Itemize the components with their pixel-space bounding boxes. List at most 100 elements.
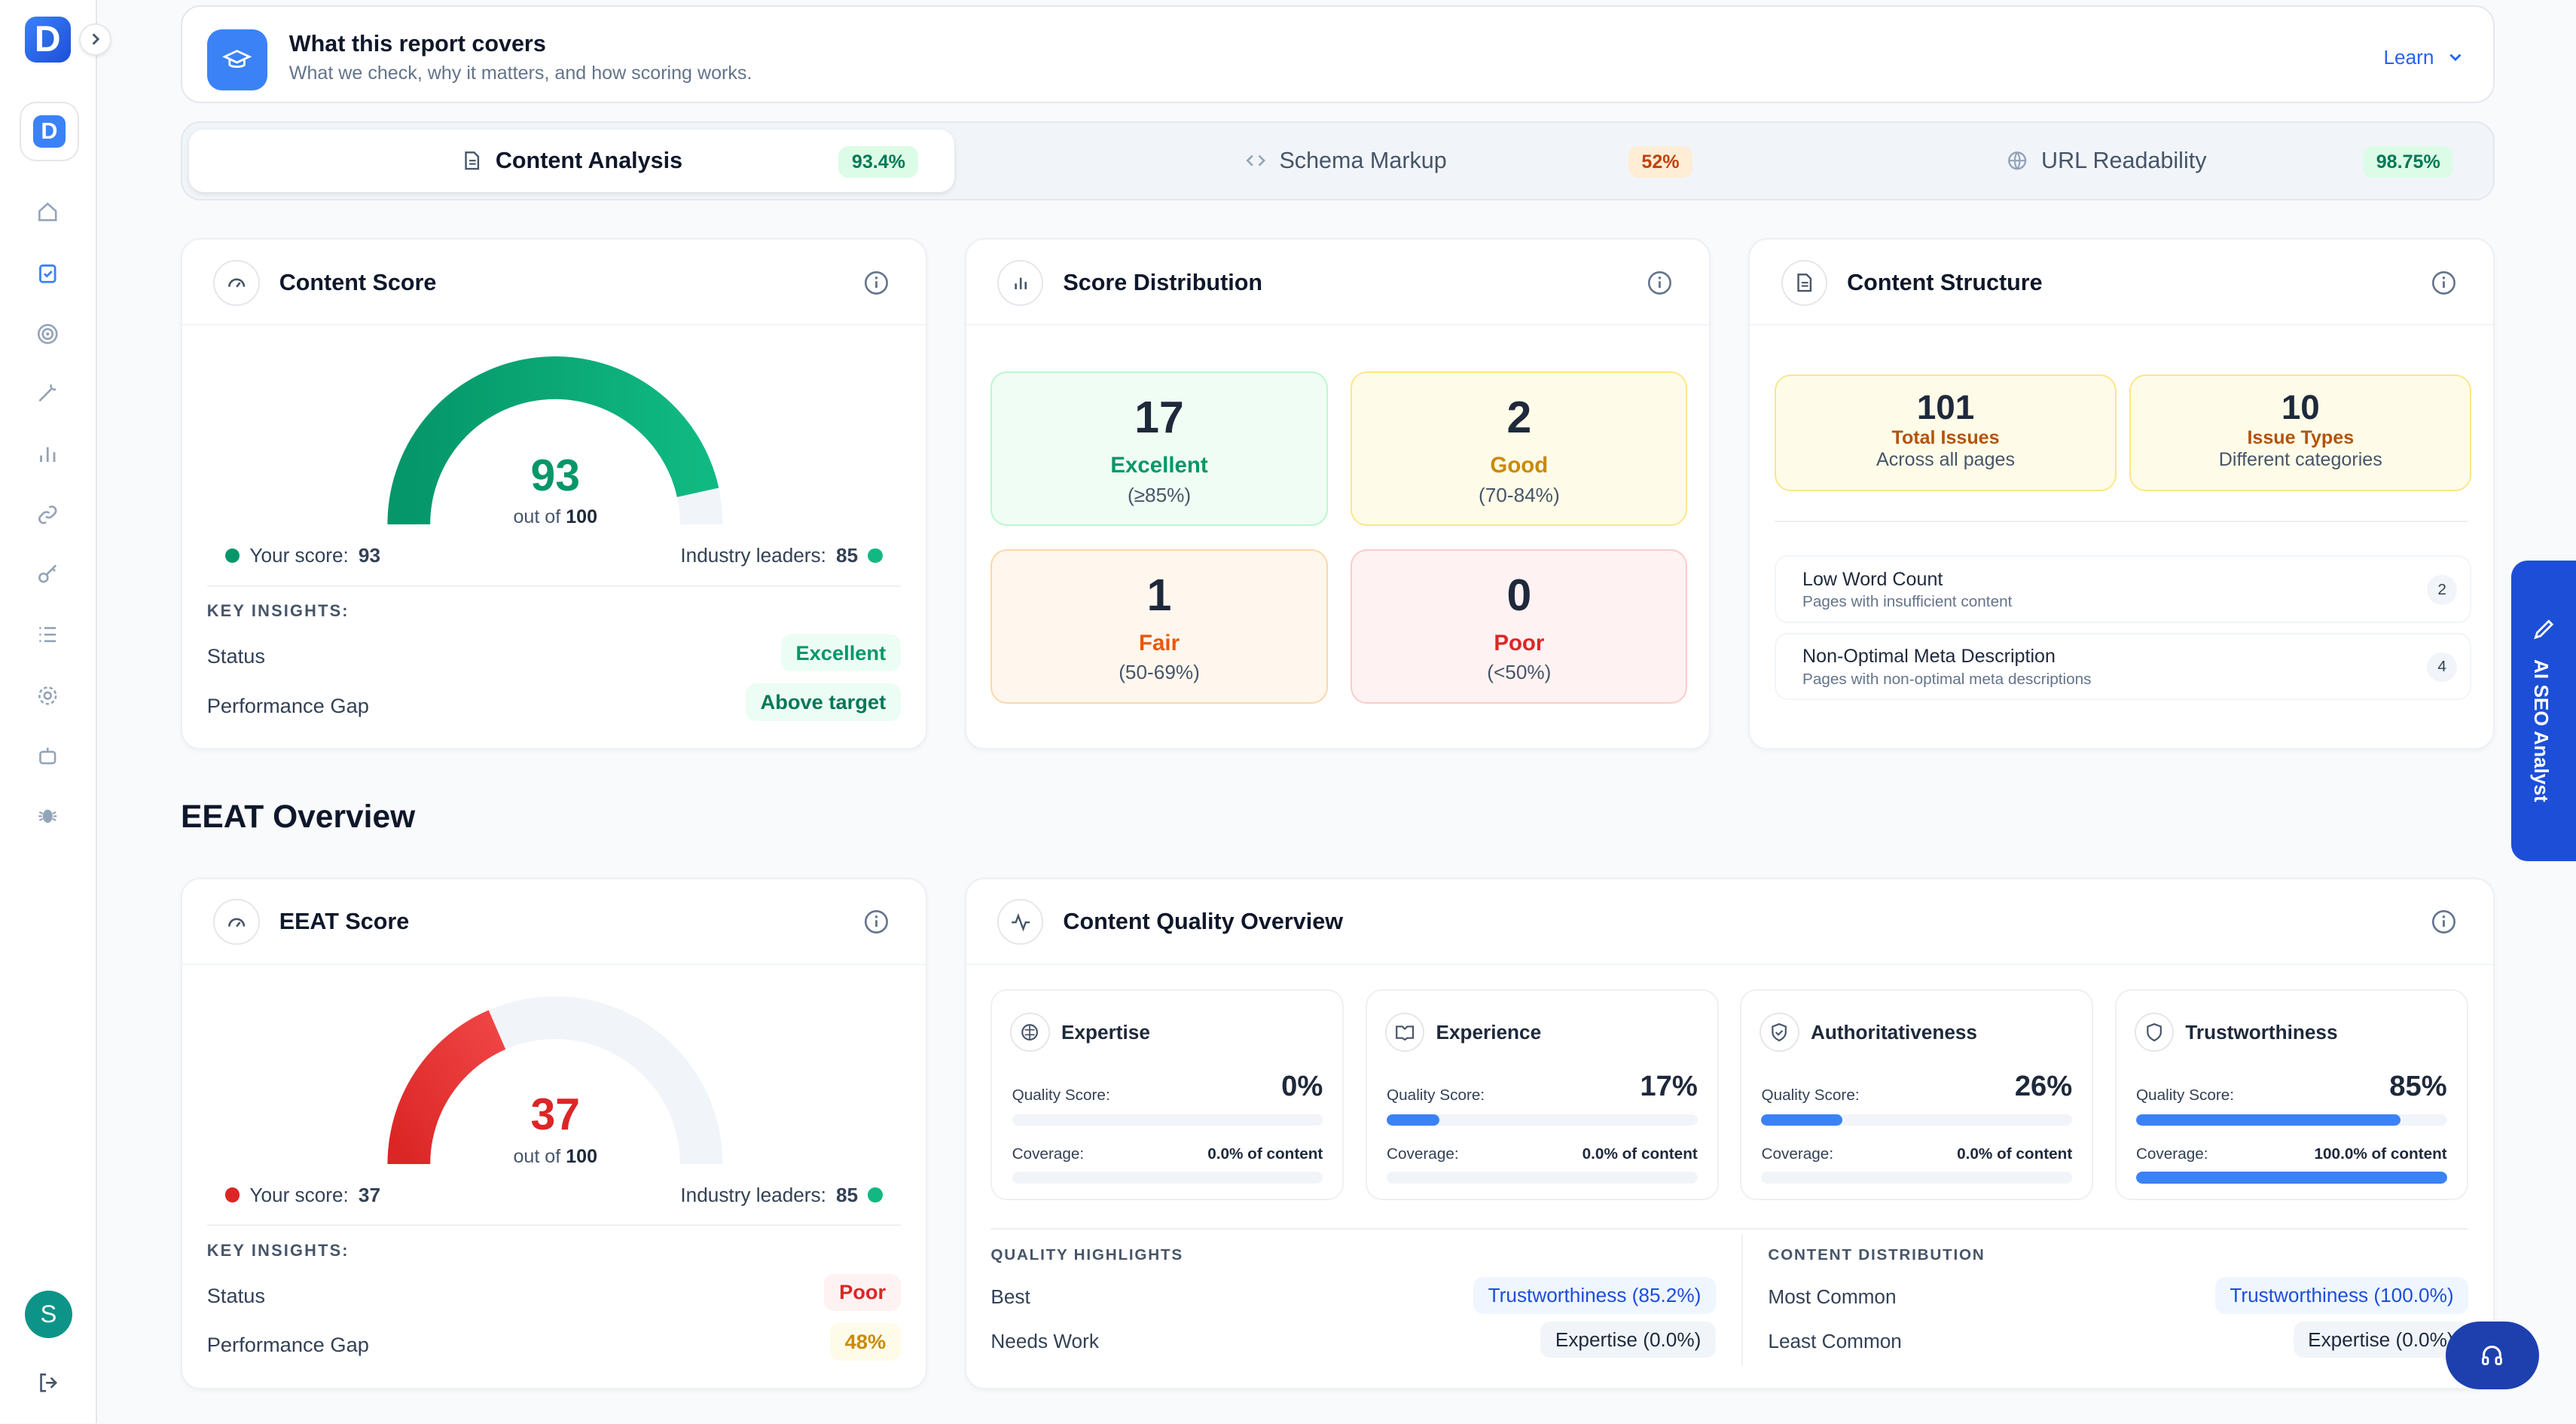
industry-leaders-legend: Industry leaders: 85 <box>680 544 883 567</box>
bot-icon[interactable] <box>33 741 63 771</box>
chevron-right-icon <box>92 33 99 45</box>
best-label: Best <box>990 1285 1030 1308</box>
total-issues-stat: 101 Total Issues Across all pages <box>1775 374 2117 492</box>
score-dot <box>224 1187 240 1203</box>
chevron-down-icon <box>2449 54 2462 62</box>
needs-work-badge: Expertise (0.0%) <box>1540 1321 1716 1358</box>
content-quality-card: Content Quality Overview Expertise Qualit… <box>964 878 2495 1389</box>
banner-title: What this report covers <box>288 31 546 57</box>
industry-leaders-legend: Industry leaders: 85 <box>680 1184 883 1207</box>
quality-bar-fill <box>1761 1114 1842 1126</box>
section-heading: EEAT Overview <box>180 799 416 836</box>
excellent-count-box: 17 Excellent (≥85%) <box>990 371 1328 526</box>
most-common-label: Most Common <box>1768 1285 1897 1308</box>
file-text-icon <box>1781 259 1827 306</box>
headphones-icon <box>2482 1346 2503 1366</box>
industry-dot <box>868 548 883 564</box>
tab-schema-markup[interactable]: Schema Markup 52% <box>963 130 1729 192</box>
sidebar-toggle-button[interactable] <box>78 23 112 57</box>
score-dot <box>224 548 240 564</box>
tab-score-badge: 98.75% <box>2363 145 2454 179</box>
info-icon[interactable] <box>2431 270 2457 296</box>
shield-check-icon <box>1760 1012 1799 1052</box>
key-insights-label: KEY INSIGHTS: <box>206 1241 349 1261</box>
app-logo[interactable]: D <box>24 16 71 63</box>
info-icon[interactable] <box>863 270 890 296</box>
authoritativeness-card: Authoritativeness Quality Score: 26% Cover… <box>1740 989 2094 1200</box>
performance-gap-row: Performance Gap 48% <box>207 1323 901 1361</box>
sidebar: D D S <box>0 0 112 1424</box>
key-insights-label: KEY INSIGHTS: <box>206 601 349 621</box>
support-button[interactable] <box>2445 1322 2539 1389</box>
tab-label: Schema Markup <box>1279 148 1447 174</box>
list-icon[interactable] <box>33 620 63 649</box>
least-common-badge: Expertise (0.0%) <box>2293 1321 2469 1358</box>
poor-count-box: 0 Poor (<50%) <box>1351 549 1688 704</box>
tab-url-readability[interactable]: URL Readability 98.75% <box>1724 130 2490 192</box>
settings-icon[interactable] <box>33 680 63 710</box>
workspace-badge: D <box>32 115 66 148</box>
document-icon <box>461 150 482 171</box>
card-title: Content Quality Overview <box>1063 909 1343 935</box>
gap-badge: Above target <box>745 683 901 721</box>
content-score-card: Content Score 93 out of 100 Your score: 9… <box>180 238 927 750</box>
card-title: Score Distribution <box>1063 269 1263 295</box>
link-icon[interactable] <box>33 500 63 529</box>
issue-row[interactable]: Non-Optimal Meta Description Pages with n… <box>1775 632 2472 701</box>
logout-icon[interactable] <box>33 1367 63 1397</box>
status-row: Status Poor <box>207 1273 901 1312</box>
quality-bar-fill <box>2135 1114 2401 1126</box>
status-badge: Poor <box>824 1273 901 1312</box>
coverage-bar-fill <box>2135 1172 2447 1184</box>
magic-wand-icon[interactable] <box>33 378 63 408</box>
info-icon[interactable] <box>863 909 890 935</box>
gauge-icon <box>213 899 260 946</box>
key-icon[interactable] <box>33 559 63 588</box>
score-value: 93 <box>530 451 580 500</box>
info-icon[interactable] <box>1647 270 1673 296</box>
book-open-icon <box>1384 1012 1425 1052</box>
bar-chart-icon <box>997 259 1044 306</box>
your-score-legend: Your score: 37 <box>224 1184 380 1207</box>
score-distribution-card: Score Distribution 17 Excellent (≥85%) 2 Go… <box>964 238 1711 750</box>
expertise-card: Expertise Quality Score: 0% Coverage: 0.0% … <box>990 989 1344 1200</box>
quality-highlights-label: QUALITY HIGHLIGHTS <box>990 1245 1183 1264</box>
tab-content-analysis[interactable]: Content Analysis 93.4% <box>188 130 955 193</box>
bug-icon[interactable] <box>33 801 63 830</box>
card-title: Content Score <box>279 269 437 295</box>
bar-chart-icon[interactable] <box>33 439 63 469</box>
issue-count-badge: 2 <box>2427 575 2457 605</box>
target-icon[interactable] <box>33 319 63 348</box>
good-count-box: 2 Good (70-84%) <box>1351 371 1688 526</box>
quality-bar-fill <box>1387 1114 1440 1126</box>
issue-row[interactable]: Low Word Count Pages with insufficient co… <box>1775 555 2472 623</box>
home-icon[interactable] <box>33 197 63 227</box>
status-badge: Excellent <box>780 634 901 672</box>
activity-icon <box>997 899 1044 946</box>
performance-gap-row: Performance Gap Above target <box>207 683 901 721</box>
tab-label: Content Analysis <box>495 148 683 174</box>
content-score-gauge <box>387 356 723 525</box>
score-out-of: out of 100 <box>513 506 598 527</box>
tab-score-badge: 52% <box>1628 145 1693 179</box>
most-common-badge: Trustworthiness (100.0%) <box>2214 1277 2469 1314</box>
tab-score-badge: 93.4% <box>838 145 919 179</box>
user-avatar[interactable]: S <box>24 1290 72 1338</box>
learn-dropdown-button[interactable]: Learn <box>2383 46 2463 69</box>
content-structure-card: Content Structure 101 Total Issues Across … <box>1748 238 2495 750</box>
best-badge: Trustworthiness (85.2%) <box>1473 1277 1716 1314</box>
tab-label: URL Readability <box>2041 148 2207 174</box>
trustworthiness-card: Trustworthiness Quality Score: 85% Coverag… <box>2114 989 2468 1200</box>
needs-work-label: Needs Work <box>990 1329 1099 1352</box>
clipboard-check-icon[interactable] <box>33 258 63 288</box>
your-score-legend: Your score: 93 <box>224 544 380 567</box>
info-icon[interactable] <box>2431 909 2457 935</box>
ai-seo-analyst-tab[interactable]: AI SEO Analyst <box>2510 560 2576 862</box>
workspace-switcher[interactable]: D <box>20 102 79 161</box>
report-info-banner: What this report covers What we check, w… <box>180 5 2495 104</box>
graduation-cap-icon <box>206 29 268 90</box>
gauge-icon <box>213 259 260 306</box>
banner-subtitle: What we check, why it matters, and how s… <box>288 62 752 84</box>
card-title: Content Structure <box>1847 269 2043 295</box>
least-common-label: Least Common <box>1768 1329 1902 1352</box>
